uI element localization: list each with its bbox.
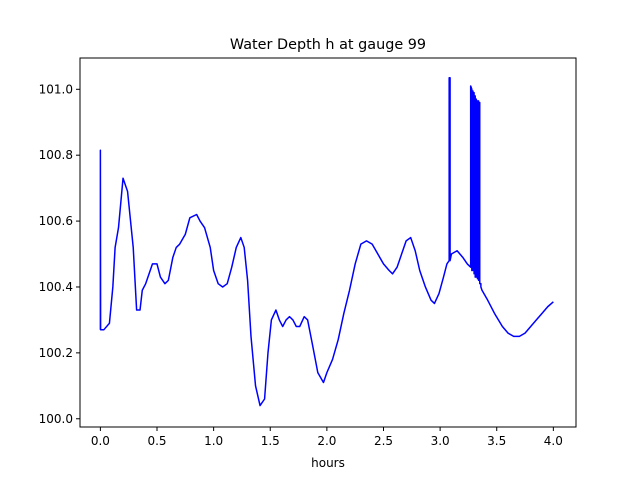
- y-tick-label: 100.6: [39, 214, 73, 228]
- y-tick-label: 100.2: [39, 346, 73, 360]
- x-tick-label: 2.5: [374, 434, 393, 448]
- x-tick-label: 2.0: [317, 434, 336, 448]
- x-tick-label: 3.5: [487, 434, 506, 448]
- x-tick-label: 0.5: [147, 434, 166, 448]
- x-tick-label: 3.0: [431, 434, 450, 448]
- y-tick-label: 101.0: [39, 82, 73, 96]
- y-tick-label: 100.0: [39, 412, 73, 426]
- axes-frame: [79, 57, 577, 428]
- chart-title: Water Depth h at gauge 99: [230, 37, 426, 53]
- x-tick-label: 4.0: [544, 434, 563, 448]
- x-tick-label: 0.0: [91, 434, 110, 448]
- y-tick-label: 100.4: [39, 280, 73, 294]
- y-tick-label: 100.8: [39, 148, 73, 162]
- plot-area: 0.0 0.5 1.0 1.5 2.0 2.5 3.0 3.5 4.0 100.0 100.2 100…: [39, 57, 577, 448]
- x-axis-label: hours: [311, 456, 345, 470]
- series-line-0: [99, 77, 554, 407]
- x-tick-label: 1.0: [204, 434, 223, 448]
- x-tick-label: 1.5: [261, 434, 280, 448]
